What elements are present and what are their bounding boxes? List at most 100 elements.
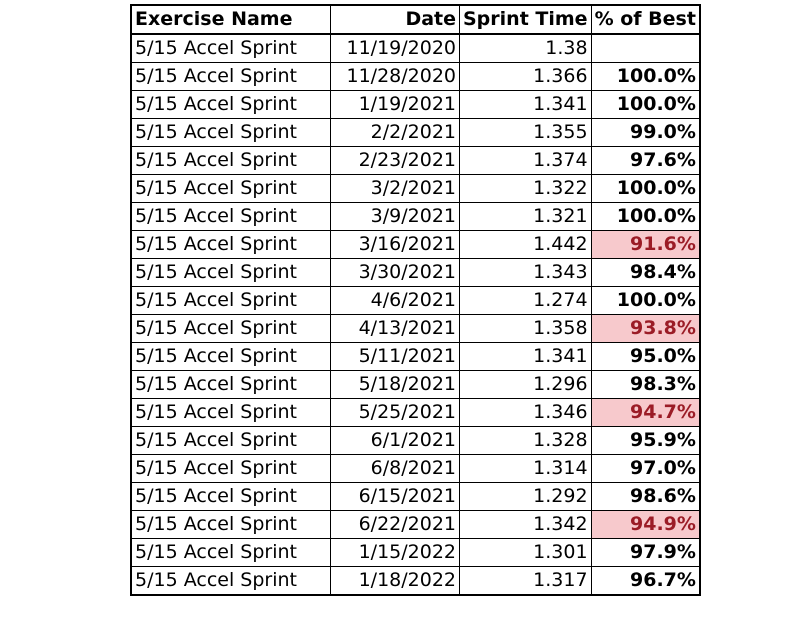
date-cell[interactable]: 6/8/2021: [330, 454, 460, 483]
exercise-name-cell[interactable]: 5/15 Accel Sprint: [130, 398, 331, 427]
exercise-name-cell[interactable]: 5/15 Accel Sprint: [130, 286, 331, 315]
percent-of-best-cell[interactable]: 98.3%: [590, 370, 701, 399]
exercise-name-cell[interactable]: 5/15 Accel Sprint: [130, 258, 331, 287]
date-cell[interactable]: 3/9/2021: [330, 202, 460, 231]
date-cell[interactable]: 5/11/2021: [330, 342, 460, 371]
exercise-name-cell[interactable]: 5/15 Accel Sprint: [130, 33, 331, 63]
sprint-time-cell[interactable]: 1.442: [459, 230, 592, 259]
percent-of-best-cell[interactable]: 100.0%: [590, 90, 701, 119]
sprint-time-cell[interactable]: 1.301: [459, 538, 592, 567]
sprint-time-cell[interactable]: 1.322: [459, 174, 592, 203]
date-cell[interactable]: 3/30/2021: [330, 258, 460, 287]
exercise-name-cell[interactable]: 5/15 Accel Sprint: [130, 314, 331, 343]
percent-of-best-cell[interactable]: 100.0%: [590, 62, 701, 91]
exercise-name-cell[interactable]: 5/15 Accel Sprint: [130, 538, 331, 567]
sprint-time-cell[interactable]: 1.296: [459, 370, 592, 399]
percent-of-best-cell[interactable]: 91.6%: [590, 230, 701, 259]
table-row: 5/15 Accel Sprint 5/11/2021 1.341 95.0%: [130, 342, 701, 371]
date-cell[interactable]: 5/18/2021: [330, 370, 460, 399]
sprint-time-cell[interactable]: 1.366: [459, 62, 592, 91]
exercise-name-cell[interactable]: 5/15 Accel Sprint: [130, 174, 331, 203]
percent-of-best-cell[interactable]: 94.9%: [590, 510, 701, 539]
percent-of-best-cell[interactable]: 98.4%: [590, 258, 701, 287]
percent-of-best-cell[interactable]: 97.0%: [590, 454, 701, 483]
percent-of-best-cell[interactable]: 100.0%: [590, 286, 701, 315]
table-row: 5/15 Accel Sprint 4/13/2021 1.358 93.8%: [130, 314, 701, 343]
date-cell[interactable]: 6/15/2021: [330, 482, 460, 511]
exercise-name-cell[interactable]: 5/15 Accel Sprint: [130, 454, 331, 483]
table-row: 5/15 Accel Sprint 2/2/2021 1.355 99.0%: [130, 118, 701, 147]
table-row: 5/15 Accel Sprint 6/22/2021 1.342 94.9%: [130, 510, 701, 539]
exercise-name-cell[interactable]: 5/15 Accel Sprint: [130, 342, 331, 371]
date-cell[interactable]: 4/13/2021: [330, 314, 460, 343]
exercise-name-cell[interactable]: 5/15 Accel Sprint: [130, 146, 331, 175]
sprint-time-cell[interactable]: 1.321: [459, 202, 592, 231]
sprint-time-cell[interactable]: 1.341: [459, 90, 592, 119]
sprint-time-cell[interactable]: 1.374: [459, 146, 592, 175]
exercise-name-cell[interactable]: 5/15 Accel Sprint: [130, 482, 331, 511]
sprint-time-cell[interactable]: 1.342: [459, 510, 592, 539]
date-cell[interactable]: 6/22/2021: [330, 510, 460, 539]
sprint-time-cell[interactable]: 1.38: [459, 33, 592, 63]
sprint-time-cell[interactable]: 1.346: [459, 398, 592, 427]
column-header-date[interactable]: Date: [330, 4, 460, 35]
percent-of-best-cell[interactable]: 99.0%: [590, 118, 701, 147]
date-cell[interactable]: 1/15/2022: [330, 538, 460, 567]
table-row: 5/15 Accel Sprint 6/15/2021 1.292 98.6%: [130, 482, 701, 511]
date-cell[interactable]: 3/2/2021: [330, 174, 460, 203]
exercise-name-cell[interactable]: 5/15 Accel Sprint: [130, 230, 331, 259]
date-cell[interactable]: 2/23/2021: [330, 146, 460, 175]
date-cell[interactable]: 4/6/2021: [330, 286, 460, 315]
date-cell[interactable]: 2/2/2021: [330, 118, 460, 147]
exercise-name-cell[interactable]: 5/15 Accel Sprint: [130, 566, 331, 596]
header-row: Exercise Name Date Sprint Time % of Best: [130, 4, 701, 35]
date-cell[interactable]: 11/28/2020: [330, 62, 460, 91]
exercise-name-cell[interactable]: 5/15 Accel Sprint: [130, 90, 331, 119]
date-cell[interactable]: 1/18/2022: [330, 566, 460, 596]
column-header-percent-of-best[interactable]: % of Best: [590, 4, 701, 35]
date-cell[interactable]: 3/16/2021: [330, 230, 460, 259]
percent-of-best-cell[interactable]: 97.9%: [590, 538, 701, 567]
sprint-time-cell[interactable]: 1.292: [459, 482, 592, 511]
sprint-time-cell[interactable]: 1.343: [459, 258, 592, 287]
exercise-name-cell[interactable]: 5/15 Accel Sprint: [130, 62, 331, 91]
sprint-time-cell[interactable]: 1.314: [459, 454, 592, 483]
percent-of-best-cell[interactable]: 100.0%: [590, 174, 701, 203]
percent-of-best-cell[interactable]: 96.7%: [590, 566, 701, 596]
percent-of-best-cell[interactable]: 94.7%: [590, 398, 701, 427]
date-cell[interactable]: 6/1/2021: [330, 426, 460, 455]
exercise-name-cell[interactable]: 5/15 Accel Sprint: [130, 202, 331, 231]
table-row: 5/15 Accel Sprint 6/8/2021 1.314 97.0%: [130, 454, 701, 483]
sprint-time-cell[interactable]: 1.317: [459, 566, 592, 596]
sprint-time-cell[interactable]: 1.328: [459, 426, 592, 455]
sprint-results-table: Exercise Name Date Sprint Time % of Best…: [130, 4, 701, 596]
table-header: Exercise Name Date Sprint Time % of Best: [130, 4, 701, 35]
table-row: 5/15 Accel Sprint 3/30/2021 1.343 98.4%: [130, 258, 701, 287]
percent-of-best-cell[interactable]: 98.6%: [590, 482, 701, 511]
percent-of-best-cell[interactable]: [590, 33, 701, 63]
table-row: 5/15 Accel Sprint 5/25/2021 1.346 94.7%: [130, 398, 701, 427]
table-row: 5/15 Accel Sprint 1/18/2022 1.317 96.7%: [130, 566, 701, 596]
table-body: 5/15 Accel Sprint 11/19/2020 1.38 5/15 Acce…: [130, 33, 701, 596]
exercise-name-cell[interactable]: 5/15 Accel Sprint: [130, 510, 331, 539]
table-row: 5/15 Accel Sprint 3/16/2021 1.442 91.6%: [130, 230, 701, 259]
exercise-name-cell[interactable]: 5/15 Accel Sprint: [130, 370, 331, 399]
table-row: 5/15 Accel Sprint 6/1/2021 1.328 95.9%: [130, 426, 701, 455]
exercise-name-cell[interactable]: 5/15 Accel Sprint: [130, 118, 331, 147]
date-cell[interactable]: 1/19/2021: [330, 90, 460, 119]
percent-of-best-cell[interactable]: 93.8%: [590, 314, 701, 343]
sprint-time-cell[interactable]: 1.358: [459, 314, 592, 343]
sprint-time-cell[interactable]: 1.274: [459, 286, 592, 315]
column-header-exercise-name[interactable]: Exercise Name: [130, 4, 331, 35]
percent-of-best-cell[interactable]: 95.9%: [590, 426, 701, 455]
sprint-time-cell[interactable]: 1.355: [459, 118, 592, 147]
exercise-name-cell[interactable]: 5/15 Accel Sprint: [130, 426, 331, 455]
date-cell[interactable]: 5/25/2021: [330, 398, 460, 427]
column-header-sprint-time[interactable]: Sprint Time: [459, 4, 592, 35]
percent-of-best-cell[interactable]: 100.0%: [590, 202, 701, 231]
table-row: 5/15 Accel Sprint 1/19/2021 1.341 100.0%: [130, 90, 701, 119]
date-cell[interactable]: 11/19/2020: [330, 33, 460, 63]
sprint-time-cell[interactable]: 1.341: [459, 342, 592, 371]
percent-of-best-cell[interactable]: 95.0%: [590, 342, 701, 371]
percent-of-best-cell[interactable]: 97.6%: [590, 146, 701, 175]
